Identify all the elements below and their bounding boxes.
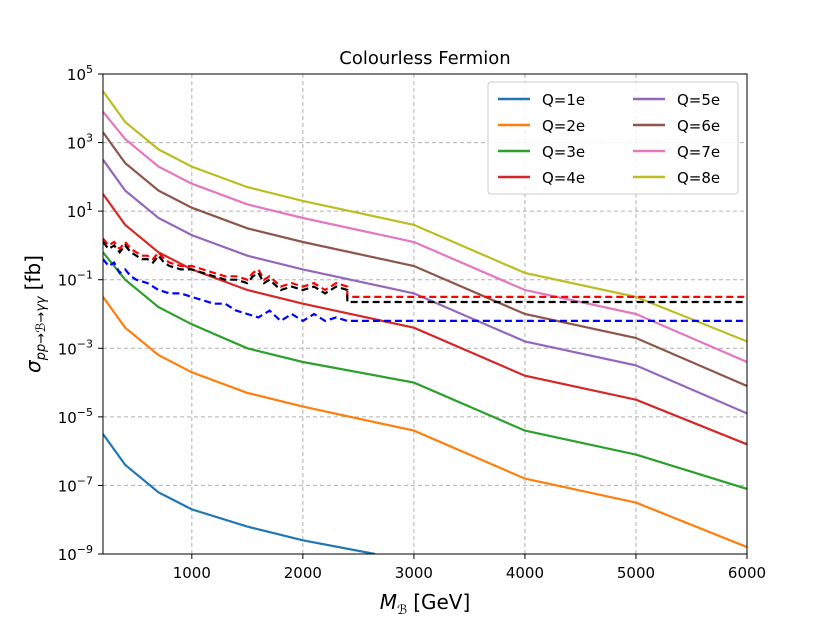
series-line-q=1e bbox=[103, 433, 376, 554]
y-tick-label: 101 bbox=[67, 200, 93, 221]
y-tick-exponent: −3 bbox=[77, 337, 93, 350]
plot-frame bbox=[102, 73, 748, 555]
y-tick-base: 10 bbox=[67, 203, 86, 221]
legend: Q=1e Q=2e Q=3e Q=4e Q=5e Q=6e Q=7e Q=8e bbox=[487, 81, 739, 195]
series-line-q=7e bbox=[103, 111, 747, 364]
x-tick-label: 1000 bbox=[173, 564, 211, 582]
x-axis-ticks: 1000 2000 3000 4000 5000 6000 bbox=[173, 554, 766, 582]
y-tick-label: 10−5 bbox=[58, 406, 93, 427]
limit-red-line bbox=[103, 237, 747, 298]
y-axis-symbol: σ bbox=[21, 359, 45, 373]
series-line-q=4e bbox=[103, 193, 747, 446]
y-tick-base: 10 bbox=[58, 409, 77, 427]
x-tick-label: 6000 bbox=[728, 564, 766, 582]
x-axis-subscript: ℬ bbox=[397, 603, 407, 618]
legend-label: Q=6e bbox=[677, 117, 720, 135]
y-axis-unit: [fb] bbox=[21, 255, 45, 290]
x-tick-label: 4000 bbox=[506, 564, 544, 582]
legend-box bbox=[487, 81, 739, 195]
x-axis-label: Mℬ [GeV] bbox=[380, 590, 471, 618]
legend-label: Q=7e bbox=[677, 143, 720, 161]
y-tick-exponent: −9 bbox=[77, 543, 93, 556]
series-line-q=8e bbox=[103, 90, 747, 343]
x-axis-symbol: M bbox=[380, 590, 397, 614]
y-tick-label: 10−3 bbox=[58, 337, 93, 358]
y-tick-exponent: −1 bbox=[77, 269, 93, 282]
x-axis-unit: [GeV] bbox=[413, 590, 470, 614]
y-tick-exponent: −5 bbox=[77, 406, 93, 419]
legend-label: Q=5e bbox=[677, 91, 720, 109]
x-tick-label: 3000 bbox=[395, 564, 433, 582]
x-tick-label: 2000 bbox=[284, 564, 322, 582]
legend-label: Q=8e bbox=[677, 169, 720, 187]
y-tick-base: 10 bbox=[58, 272, 77, 290]
y-tick-exponent: 1 bbox=[86, 200, 93, 213]
series-line-q=3e bbox=[103, 251, 747, 490]
legend-label: Q=1e bbox=[542, 91, 585, 109]
y-tick-label: 105 bbox=[67, 63, 93, 84]
y-axis-subscript: pp→ℬ→γγ bbox=[34, 295, 49, 361]
legend-label: Q=3e bbox=[542, 143, 585, 161]
series-line-q=5e bbox=[103, 159, 747, 415]
y-tick-label: 10−1 bbox=[58, 269, 93, 290]
limit-blue-line bbox=[103, 258, 747, 323]
y-tick-base: 10 bbox=[58, 477, 77, 495]
limit-black-line bbox=[103, 241, 747, 304]
y-tick-exponent: 3 bbox=[86, 132, 93, 145]
y-tick-base: 10 bbox=[58, 546, 77, 564]
series-line-q=6e bbox=[103, 131, 747, 388]
y-tick-exponent: 5 bbox=[86, 63, 93, 76]
y-tick-label: 103 bbox=[67, 132, 93, 153]
y-tick-exponent: −7 bbox=[77, 474, 93, 487]
limit-curves bbox=[103, 237, 747, 323]
y-axis-label: σpp→ℬ→γγ [fb] bbox=[21, 255, 49, 373]
chart-title: Colourless Fermion bbox=[339, 48, 510, 69]
y-tick-base: 10 bbox=[67, 135, 86, 153]
legend-label: Q=4e bbox=[542, 169, 585, 187]
model-curves bbox=[103, 90, 747, 554]
series-line-q=2e bbox=[103, 296, 747, 549]
y-tick-base: 10 bbox=[67, 66, 86, 84]
legend-label: Q=2e bbox=[542, 117, 585, 135]
y-tick-label: 10−9 bbox=[58, 543, 93, 564]
y-tick-label: 10−7 bbox=[58, 474, 93, 495]
y-tick-base: 10 bbox=[58, 340, 77, 358]
x-tick-label: 5000 bbox=[617, 564, 655, 582]
